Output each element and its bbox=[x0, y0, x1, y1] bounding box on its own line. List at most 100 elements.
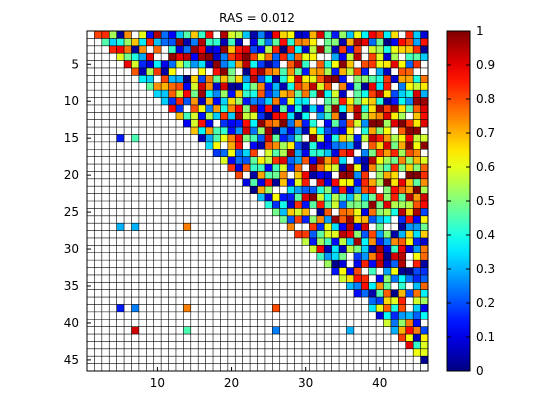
heatmap-cell bbox=[161, 82, 169, 91]
heatmap-cell bbox=[242, 31, 251, 39]
heatmap-cell bbox=[383, 53, 391, 61]
heatmap-cell bbox=[316, 252, 325, 261]
heatmap-cell bbox=[153, 45, 162, 54]
heatmap-cell bbox=[368, 75, 377, 83]
heatmap-cell bbox=[264, 186, 273, 194]
heatmap-cell bbox=[287, 82, 295, 91]
heatmap-cell bbox=[368, 193, 377, 201]
heatmap-cell bbox=[361, 82, 369, 91]
heatmap-cell bbox=[405, 215, 414, 224]
heatmap-cell bbox=[420, 267, 428, 275]
heatmap-cell bbox=[257, 82, 265, 91]
heatmap-cell bbox=[301, 90, 310, 98]
heatmap-cell bbox=[287, 201, 295, 209]
heatmap-cell bbox=[124, 60, 132, 68]
heatmap-cell bbox=[390, 45, 399, 54]
heatmap-cell bbox=[294, 230, 302, 238]
heatmap-cell bbox=[376, 260, 384, 268]
heatmap-cell bbox=[131, 38, 139, 46]
heatmap-cell bbox=[146, 82, 154, 91]
heatmap-cell bbox=[301, 31, 310, 39]
heatmap-cell bbox=[272, 304, 280, 312]
heatmap-cell bbox=[190, 53, 199, 61]
heatmap-cell bbox=[161, 97, 169, 105]
heatmap-cell bbox=[175, 38, 184, 46]
heatmap-cell bbox=[346, 134, 354, 142]
heatmap-cell bbox=[324, 38, 332, 46]
heatmap-cell bbox=[183, 326, 191, 335]
heatmap-cell bbox=[398, 326, 406, 335]
heatmap-cell bbox=[383, 304, 391, 312]
heatmap-cell bbox=[227, 75, 236, 83]
heatmap-cell bbox=[227, 31, 236, 39]
heatmap-cell bbox=[390, 60, 399, 68]
heatmap-cell bbox=[272, 97, 280, 105]
heatmap-cell bbox=[264, 112, 273, 120]
heatmap-cell bbox=[279, 164, 288, 172]
heatmap-cell bbox=[264, 60, 273, 68]
heatmap-cell bbox=[420, 282, 428, 290]
heatmap-cell bbox=[316, 141, 325, 150]
heatmap-cell bbox=[368, 149, 377, 157]
heatmap-cell bbox=[309, 141, 317, 150]
heatmap-cell bbox=[257, 193, 265, 201]
heatmap-cell bbox=[353, 31, 362, 39]
heatmap-cell bbox=[272, 31, 280, 39]
heatmap-cell bbox=[250, 134, 258, 142]
heatmap-cell bbox=[324, 127, 332, 135]
heatmap-cell bbox=[420, 341, 428, 349]
heatmap-cell bbox=[309, 31, 317, 39]
heatmap-cell bbox=[279, 104, 288, 113]
heatmap-cell bbox=[390, 149, 399, 157]
heatmap-cell bbox=[420, 208, 428, 216]
heatmap-cell bbox=[368, 208, 377, 216]
heatmap-cell bbox=[398, 274, 406, 283]
heatmap-cell bbox=[331, 38, 340, 46]
heatmap-cell bbox=[368, 31, 377, 39]
heatmap-cell bbox=[316, 75, 325, 83]
heatmap-cell bbox=[353, 164, 362, 172]
heatmap-cell bbox=[413, 164, 421, 172]
heatmap-cell bbox=[361, 201, 369, 209]
heatmap-cell bbox=[324, 230, 332, 238]
heatmap-cell bbox=[316, 82, 325, 91]
heatmap-cell bbox=[405, 230, 414, 238]
heatmap-cell bbox=[361, 104, 369, 113]
heatmap-cell bbox=[331, 67, 340, 76]
heatmap-cell bbox=[279, 31, 288, 39]
heatmap-cell bbox=[368, 156, 377, 165]
heatmap-cell bbox=[250, 119, 258, 128]
heatmap-cell bbox=[405, 127, 414, 135]
heatmap-cell bbox=[198, 31, 206, 39]
heatmap-cell bbox=[146, 75, 154, 83]
heatmap-cell bbox=[235, 156, 243, 165]
heatmap-cell bbox=[198, 119, 206, 128]
heatmap-cell bbox=[324, 201, 332, 209]
heatmap-cell bbox=[376, 67, 384, 76]
heatmap-cell bbox=[138, 45, 147, 54]
heatmap-cell bbox=[346, 201, 354, 209]
heatmap-cell bbox=[235, 164, 243, 172]
heatmap-cell bbox=[287, 156, 295, 165]
heatmap-cell bbox=[390, 53, 399, 61]
heatmap-cell bbox=[346, 171, 354, 179]
heatmap-cell bbox=[309, 245, 317, 253]
heatmap-cell bbox=[405, 134, 414, 142]
heatmap-cell bbox=[383, 252, 391, 261]
heatmap-cell bbox=[413, 267, 421, 275]
heatmap-cell bbox=[309, 104, 317, 113]
heatmap-cell bbox=[287, 97, 295, 105]
colorbar-tick-label: 0 bbox=[476, 364, 484, 378]
heatmap-cell bbox=[257, 134, 265, 142]
heatmap-cell bbox=[420, 31, 428, 39]
x-axis: 10 20 30 40 bbox=[150, 367, 387, 390]
heatmap-cell bbox=[235, 104, 243, 113]
heatmap-cell bbox=[242, 67, 251, 76]
heatmap-cell bbox=[353, 282, 362, 290]
heatmap-cell bbox=[250, 127, 258, 135]
heatmap-cell bbox=[346, 274, 354, 283]
heatmap-cell bbox=[175, 45, 184, 54]
heatmap-cell bbox=[346, 164, 354, 172]
heatmap-cell bbox=[287, 75, 295, 83]
heatmap-cell bbox=[198, 53, 206, 61]
